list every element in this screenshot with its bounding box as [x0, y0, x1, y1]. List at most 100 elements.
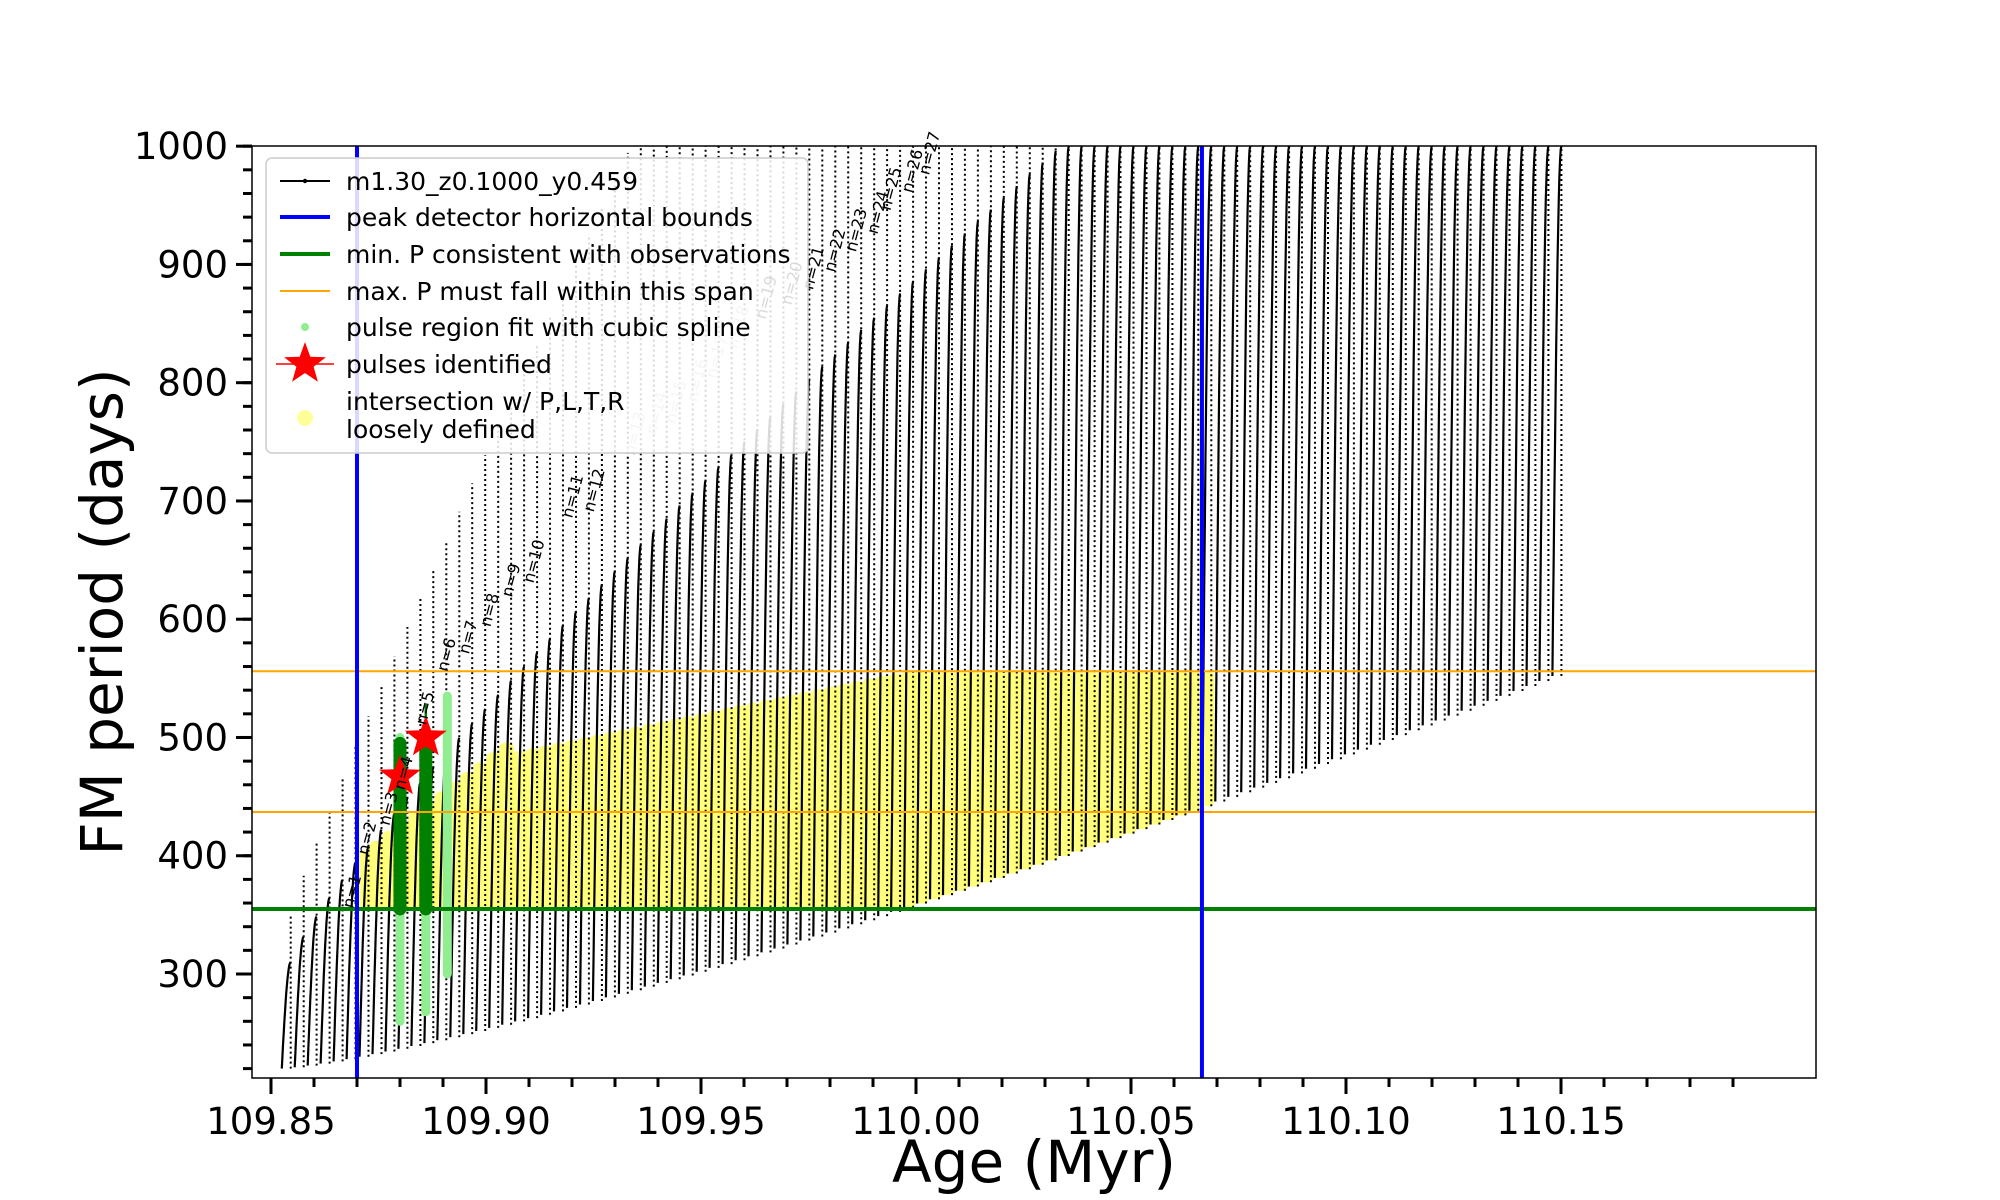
period-track-segment	[552, 624, 565, 1012]
legend-swatch	[301, 323, 309, 331]
period-track-segment	[371, 829, 383, 1055]
period-track-segment	[1330, 146, 1342, 760]
legend-label: pulse region fit with cubic spline	[346, 313, 751, 342]
intersection-region	[849, 681, 865, 909]
axes-layer: 109.85 109.90 109.95 110.00 110.05 110.10 110.…	[134, 125, 1735, 1143]
period-track-segment	[565, 611, 578, 1008]
period-track-segment	[1006, 185, 1018, 874]
legend-label: m1.30_z0.1000_y0.459	[346, 167, 638, 196]
period-track-segment	[656, 518, 668, 983]
x-tick-label: 109.95	[636, 1100, 765, 1143]
period-track-segment	[1175, 146, 1187, 816]
period-track-segment	[293, 936, 305, 1068]
x-tick-label: 110.05	[1066, 1100, 1195, 1143]
period-track-segment	[1071, 146, 1083, 852]
x-tick-label: 109.90	[421, 1100, 550, 1143]
period-track-segment	[993, 197, 1005, 878]
period-track-segment	[1304, 146, 1317, 769]
y-tick-label: 400	[157, 835, 228, 878]
intersection-region	[654, 721, 670, 909]
x-axis-title: Age (Myr)	[892, 1128, 1176, 1196]
x-tick-label: 110.10	[1281, 1100, 1410, 1143]
period-track-segment	[1382, 146, 1394, 741]
period-track-segment	[280, 961, 292, 1069]
period-track-segment	[630, 544, 642, 991]
period-track-segment	[1227, 146, 1239, 797]
period-track-segment	[540, 638, 552, 1015]
period-track-segment	[1356, 146, 1368, 750]
legend-label: min. P consistent with observations	[346, 240, 791, 269]
period-track-segment	[410, 782, 422, 1047]
period-track-segment	[1188, 146, 1200, 811]
x-tick-label: 110.00	[851, 1100, 980, 1143]
period-track-segment	[1499, 146, 1511, 696]
period-track-segment	[954, 233, 966, 891]
period-track-segment	[1045, 150, 1057, 861]
period-track-segment	[1343, 146, 1355, 755]
period-track-segment	[1486, 146, 1498, 701]
period-track-segment	[1019, 174, 1031, 870]
legend-label: max. P must fall within this span	[346, 277, 754, 306]
period-track-segment	[877, 305, 889, 917]
legend-label: pulses identified	[346, 350, 552, 379]
legend-label: peak detector horizontal bounds	[346, 203, 753, 232]
y-tick-label: 900	[157, 243, 228, 286]
period-track-segment	[1136, 146, 1148, 830]
period-track-segment	[928, 257, 941, 900]
period-track-segment	[488, 694, 500, 1028]
period-track-segment	[501, 680, 513, 1025]
legend-entry: peak detector horizontal bounds	[280, 203, 753, 232]
legend-entry: min. P consistent with observations	[280, 240, 791, 269]
period-track-segment	[903, 281, 915, 908]
legend-label: intersection w/ P,L,T,R	[346, 387, 625, 416]
period-track-segment	[838, 341, 850, 929]
period-track-segment	[734, 441, 746, 961]
identified-pulse-star	[379, 754, 421, 795]
period-track-segment	[1097, 146, 1109, 843]
period-track-segment	[812, 366, 824, 937]
period-track-segment	[1317, 146, 1330, 765]
period-track-segment	[967, 221, 979, 887]
period-track-segment	[1214, 146, 1226, 802]
period-track-segment	[1525, 146, 1537, 687]
period-track-segment	[1110, 146, 1122, 839]
legend-label-line2: loosely defined	[346, 415, 536, 444]
intersection-region	[706, 710, 722, 909]
period-track-segment	[708, 466, 720, 968]
period-track-segment	[1123, 146, 1135, 834]
period-track-segment	[682, 492, 694, 976]
period-track-segment	[669, 505, 681, 980]
period-track-segment	[890, 293, 902, 912]
y-tick-label: 500	[157, 716, 228, 759]
period-track-segment	[1512, 146, 1524, 692]
period-track-segment	[721, 454, 733, 965]
identified-pulse-star	[404, 715, 447, 756]
x-tick-label: 109.85	[206, 1100, 335, 1143]
period-track-segment	[1473, 146, 1485, 706]
period-track-segment	[306, 915, 318, 1066]
period-track-segment	[1279, 146, 1291, 779]
legend-entry: pulse region fit with cubic spline	[301, 313, 751, 342]
period-track-segment	[1292, 146, 1304, 774]
period-track-segment	[1149, 146, 1161, 825]
legend-entry: pulses identified	[276, 342, 552, 382]
period-track-segment	[1538, 146, 1550, 682]
period-track-segment	[825, 354, 837, 933]
period-track-segment	[1460, 146, 1472, 711]
period-track-segment	[384, 813, 396, 1052]
legend-swatch	[284, 342, 326, 382]
intersection-region	[784, 694, 800, 909]
period-track-segment	[916, 269, 928, 904]
period-track-segment	[332, 879, 344, 1062]
period-track-segment	[1240, 146, 1252, 793]
period-track-segment	[604, 570, 616, 998]
period-track-segment	[1421, 146, 1433, 726]
reference-lines-layer	[252, 146, 1816, 1078]
y-tick-label: 1000	[134, 125, 228, 168]
legend-box	[265, 157, 809, 454]
period-track-segment	[1434, 146, 1446, 721]
period-track-segment	[864, 317, 876, 921]
